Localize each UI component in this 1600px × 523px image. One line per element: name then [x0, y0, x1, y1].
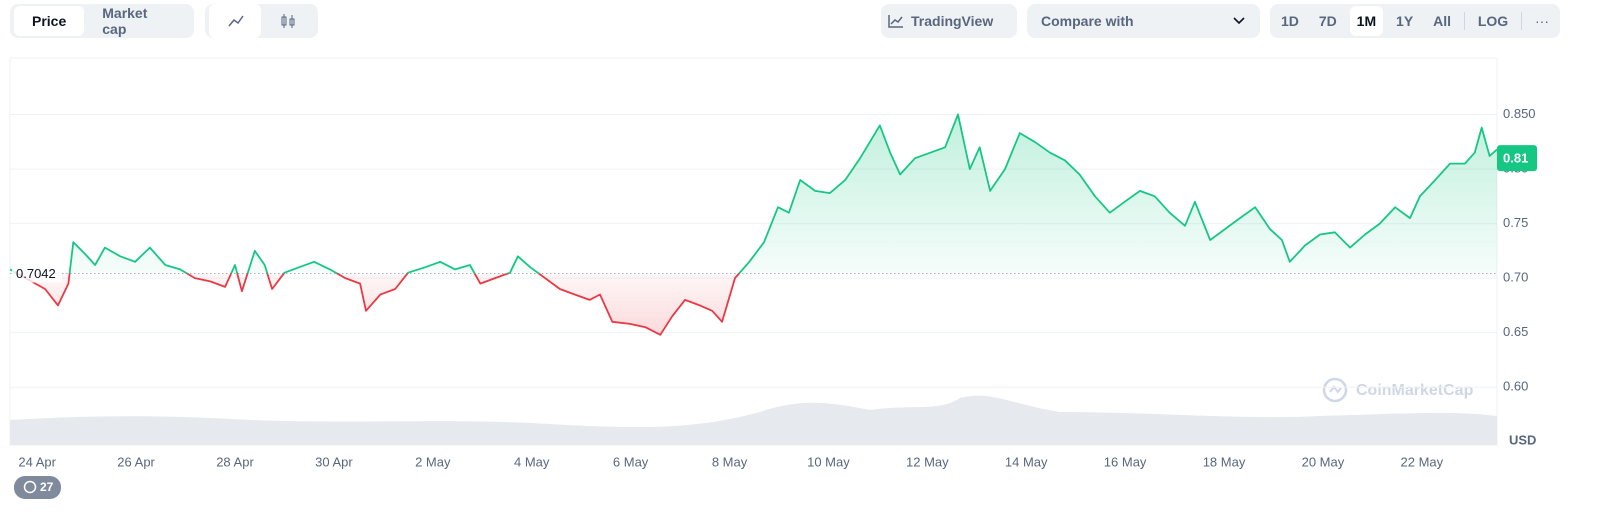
x-tick-label: 12 May: [906, 454, 949, 469]
line-button[interactable]: [209, 4, 261, 38]
tab[interactable]: Price: [14, 6, 85, 36]
history-badge[interactable]: [14, 476, 61, 499]
y-tick-label: 0.75: [1503, 215, 1528, 230]
history-icon: [23, 480, 37, 494]
y-tick-label: 0.70: [1503, 270, 1528, 285]
price-tag-label: 0.81: [1503, 151, 1528, 166]
candle-icon: [281, 14, 295, 28]
y-unit: USD: [1509, 432, 1536, 447]
tab[interactable]: Market cap: [102, 5, 148, 37]
tv-icon: [888, 15, 903, 28]
plot-frame: [9, 57, 1498, 446]
range-button[interactable]: 1M: [1349, 6, 1384, 36]
divider: [1463, 12, 1465, 30]
more-button[interactable]: ···: [1535, 13, 1549, 29]
x-tick-label: 26 Apr: [117, 454, 155, 469]
x-tick-label: 18 May: [1203, 454, 1246, 469]
baseline-label-bg: [12, 264, 62, 283]
x-tick-label: 8 May: [712, 454, 748, 469]
range-group: 1D 7D 1M 1Y All LOG ···: [1270, 4, 1560, 38]
compare-label: Compare with: [1041, 13, 1134, 29]
x-tick-label: 16 May: [1104, 454, 1147, 469]
volume-area: [10, 395, 1497, 445]
chart-type-group: [205, 4, 318, 38]
y-tick-label: 0.850: [1503, 106, 1536, 121]
y-tick-label: 0.65: [1503, 324, 1528, 339]
log-button[interactable]: LOG: [1477, 13, 1509, 29]
baseline-label: 0.7042: [16, 266, 56, 281]
candle-button[interactable]: [261, 4, 313, 38]
x-tick-label: 10 May: [807, 454, 850, 469]
x-tick-label: 2 May: [415, 454, 451, 469]
range-button[interactable]: 1D: [1281, 13, 1299, 29]
tv-label: TradingView: [911, 13, 994, 29]
line-icon: [228, 15, 244, 27]
price-line: [9, 113, 1498, 336]
tab-group: Price Market cap: [10, 4, 194, 38]
price-tag: [1497, 145, 1537, 172]
x-tick-label: 22 May: [1401, 454, 1444, 469]
tradingview-button[interactable]: TradingView: [881, 4, 1017, 38]
x-tick-label: 24 Apr: [18, 454, 56, 469]
watermark-icon: [1322, 377, 1348, 403]
compare-select[interactable]: Compare with: [1027, 4, 1260, 38]
watermark: CoinMarketCap: [1356, 382, 1474, 399]
history-count: 27: [40, 480, 54, 494]
y-tick-label: 0.80: [1503, 161, 1528, 176]
price-area: [10, 114, 1497, 335]
x-tick-label: 6 May: [613, 454, 649, 469]
x-tick-label: 4 May: [514, 454, 550, 469]
divider: [1521, 12, 1523, 30]
x-tick-label: 30 Apr: [315, 454, 353, 469]
x-tick-label: 28 Apr: [216, 454, 254, 469]
y-tick-label: 0.60: [1503, 379, 1528, 394]
chevron: [1233, 17, 1245, 25]
range-button[interactable]: All: [1433, 13, 1451, 29]
range-button[interactable]: 7D: [1318, 13, 1337, 29]
x-tick-label: 20 May: [1302, 454, 1345, 469]
range-button[interactable]: 1Y: [1396, 13, 1414, 29]
x-tick-label: 14 May: [1005, 454, 1048, 469]
